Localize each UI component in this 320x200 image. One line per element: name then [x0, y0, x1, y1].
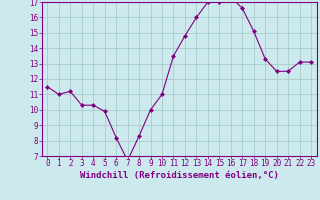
X-axis label: Windchill (Refroidissement éolien,°C): Windchill (Refroidissement éolien,°C): [80, 171, 279, 180]
